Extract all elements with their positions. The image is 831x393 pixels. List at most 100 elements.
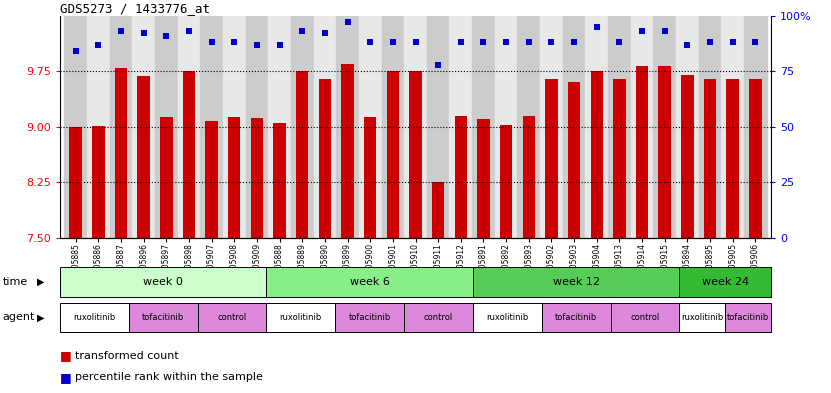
Bar — [335, 303, 404, 332]
Bar — [494, 16, 518, 238]
Bar — [636, 66, 648, 238]
Bar — [318, 79, 331, 238]
Bar — [404, 303, 473, 332]
Bar — [473, 267, 680, 297]
Text: ruxolitinib: ruxolitinib — [280, 313, 322, 322]
Bar — [87, 16, 110, 238]
Bar — [268, 16, 291, 238]
Bar — [653, 16, 676, 238]
Text: tofacitinib: tofacitinib — [142, 313, 184, 322]
Bar — [228, 117, 240, 238]
Bar — [64, 16, 87, 238]
Bar — [477, 119, 489, 238]
Bar — [545, 79, 558, 238]
Bar — [137, 76, 150, 238]
Text: week 0: week 0 — [143, 277, 183, 287]
Bar — [291, 16, 313, 238]
Bar — [704, 79, 716, 238]
Bar — [658, 66, 671, 238]
Bar — [160, 117, 173, 238]
Bar — [267, 267, 473, 297]
Bar — [155, 16, 178, 238]
Bar — [337, 16, 359, 238]
Bar — [744, 16, 767, 238]
Text: transformed count: transformed count — [75, 351, 179, 361]
Bar — [132, 16, 155, 238]
Bar — [676, 16, 699, 238]
Bar — [115, 68, 127, 238]
Text: tofacitinib: tofacitinib — [555, 313, 597, 322]
Bar — [183, 71, 195, 238]
Text: tofacitinib: tofacitinib — [348, 313, 391, 322]
Bar — [725, 303, 771, 332]
Bar — [359, 16, 381, 238]
Bar — [273, 123, 286, 238]
Bar — [267, 303, 335, 332]
Bar — [364, 117, 376, 238]
Bar — [205, 121, 218, 238]
Text: control: control — [631, 313, 660, 322]
Bar — [542, 303, 611, 332]
Bar — [386, 71, 399, 238]
Text: control: control — [424, 313, 453, 322]
Text: ▶: ▶ — [37, 312, 44, 322]
Bar — [585, 16, 608, 238]
Bar — [699, 16, 721, 238]
Text: ruxolitinib: ruxolitinib — [73, 313, 116, 322]
Text: GDS5273 / 1433776_at: GDS5273 / 1433776_at — [60, 2, 210, 15]
Text: agent: agent — [2, 312, 35, 322]
Bar — [251, 118, 263, 238]
Bar — [296, 71, 308, 238]
Text: ruxolitinib: ruxolitinib — [486, 313, 529, 322]
Text: ■: ■ — [60, 349, 71, 362]
Text: ruxolitinib: ruxolitinib — [681, 313, 724, 322]
Bar — [681, 75, 694, 238]
Bar — [500, 125, 513, 238]
Bar — [223, 16, 246, 238]
Bar — [198, 303, 267, 332]
Bar — [410, 71, 421, 238]
Bar — [613, 79, 626, 238]
Text: percentile rank within the sample: percentile rank within the sample — [75, 372, 263, 382]
Text: control: control — [217, 313, 247, 322]
Bar — [473, 303, 542, 332]
Text: time: time — [2, 277, 27, 287]
Bar — [523, 116, 535, 238]
Bar — [92, 126, 105, 238]
Bar — [749, 79, 761, 238]
Bar — [129, 303, 198, 332]
Bar — [680, 267, 771, 297]
Bar — [60, 267, 267, 297]
Bar — [611, 303, 680, 332]
Bar — [60, 303, 129, 332]
Text: week 6: week 6 — [350, 277, 390, 287]
Text: week 24: week 24 — [701, 277, 749, 287]
Bar — [472, 16, 494, 238]
Bar — [342, 64, 354, 238]
Bar — [518, 16, 540, 238]
Bar — [455, 116, 467, 238]
Text: tofacitinib: tofacitinib — [727, 313, 770, 322]
Bar — [450, 16, 472, 238]
Bar — [608, 16, 631, 238]
Bar — [178, 16, 200, 238]
Bar — [246, 16, 268, 238]
Bar — [432, 182, 445, 238]
Bar — [200, 16, 223, 238]
Bar — [404, 16, 427, 238]
Bar — [110, 16, 132, 238]
Bar — [568, 83, 580, 238]
Bar — [427, 16, 450, 238]
Bar — [726, 79, 739, 238]
Bar — [631, 16, 653, 238]
Text: ▶: ▶ — [37, 277, 44, 287]
Bar — [680, 303, 725, 332]
Text: week 12: week 12 — [553, 277, 600, 287]
Bar — [563, 16, 585, 238]
Bar — [381, 16, 404, 238]
Bar — [313, 16, 337, 238]
Bar — [540, 16, 563, 238]
Bar — [721, 16, 744, 238]
Bar — [591, 71, 603, 238]
Text: ■: ■ — [60, 371, 71, 384]
